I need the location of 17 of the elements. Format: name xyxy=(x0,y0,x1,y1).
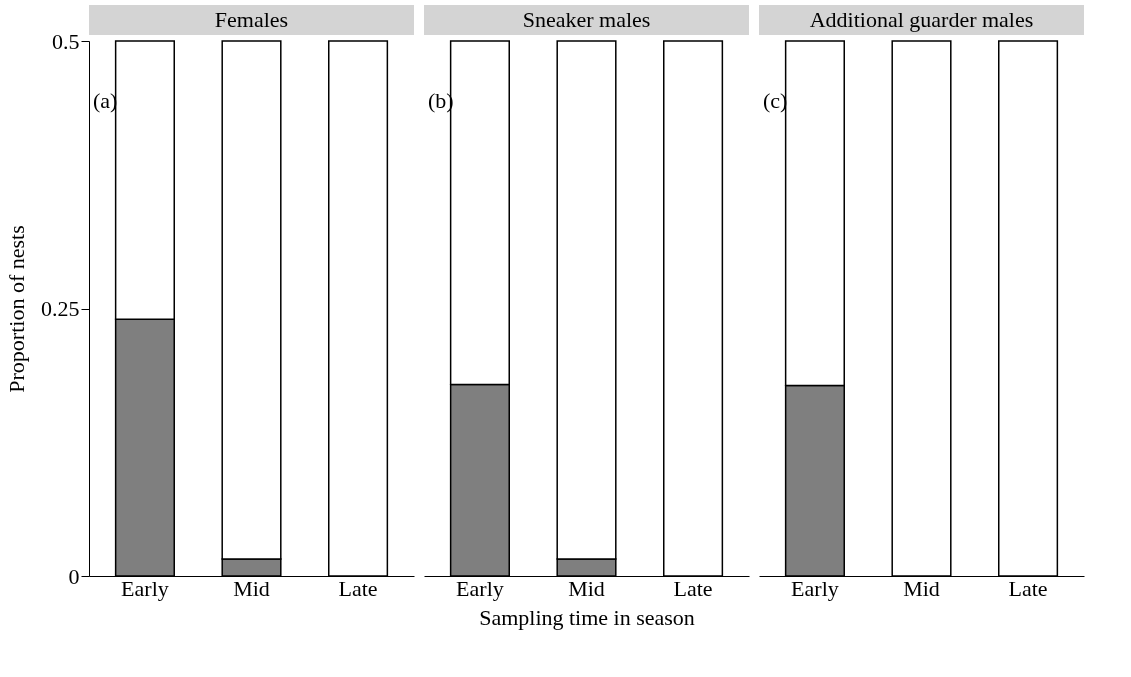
y-tick-label: 0.25 xyxy=(41,296,80,321)
x-tick-label: Early xyxy=(791,575,839,601)
x-tick-label: Late xyxy=(673,575,713,601)
y-tick-label: 0.5 xyxy=(52,28,80,54)
x-tick-label: Mid xyxy=(903,575,940,601)
x-tick-label: Late xyxy=(1008,575,1048,601)
x-tick-label: Late xyxy=(338,575,378,601)
y-axis-title: Proportion of nests xyxy=(4,225,29,393)
y-tick-label: 0 xyxy=(68,563,80,589)
x-tick-label: Early xyxy=(456,575,504,601)
chart-title: Additional guarder males xyxy=(809,7,1034,32)
chart-title: Sneaker males xyxy=(522,7,651,32)
chart-title: Females xyxy=(214,7,289,32)
x-tick-label: Early xyxy=(121,575,169,601)
x-axis-title: Sampling time in season xyxy=(479,604,695,630)
x-tick-label: Mid xyxy=(568,575,605,601)
x-tick-label: Mid xyxy=(233,575,270,601)
